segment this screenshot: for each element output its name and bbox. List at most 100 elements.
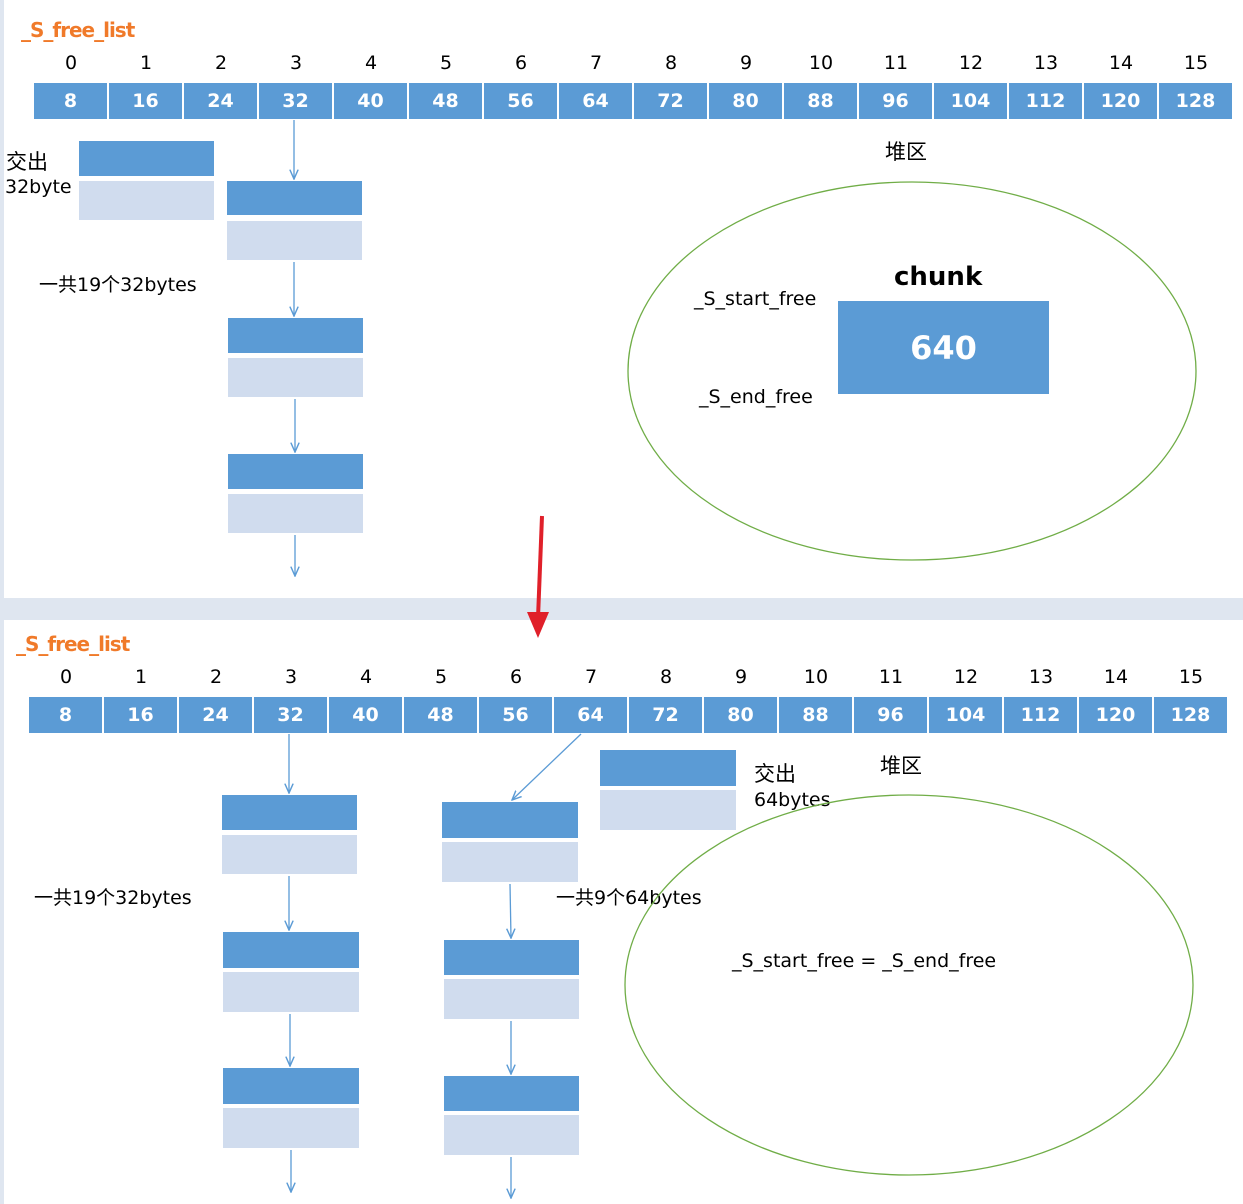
index-label: 1 <box>134 666 148 688</box>
handout-block-head <box>600 750 736 786</box>
list-block-body <box>223 1108 359 1148</box>
list-block-body <box>442 842 578 882</box>
list-block-head <box>442 802 578 838</box>
handout-block-head <box>79 141 214 176</box>
index-label: 8 <box>659 666 673 688</box>
size-class-cell: 88 <box>784 83 859 119</box>
end-free-label: _S_end_free <box>699 386 813 408</box>
index-label: 5 <box>439 52 453 74</box>
index-label: 11 <box>878 666 904 688</box>
index-label: 8 <box>664 52 678 74</box>
list-block-body <box>227 221 362 260</box>
size-class-cell: 8 <box>34 83 109 119</box>
index-label: 12 <box>958 52 984 74</box>
index-label: 9 <box>739 52 753 74</box>
size-class-cell: 128 <box>1154 697 1227 733</box>
size-class-cell: 112 <box>1004 697 1079 733</box>
index-label: 10 <box>803 666 829 688</box>
total-32-label: 一共19个32bytes <box>34 887 192 909</box>
handout-size-label: 32byte <box>5 176 72 198</box>
handout-label: 交出 <box>6 150 48 174</box>
size-class-bar: 8 16 24 32 40 48 56 64 72 80 88 96 104 112 120 128 <box>29 697 1227 733</box>
size-class-cell: 40 <box>329 697 404 733</box>
index-label: 11 <box>883 52 909 74</box>
list-block-body <box>222 835 357 874</box>
index-label: 6 <box>514 52 528 74</box>
list-block-head <box>227 181 362 215</box>
list-block-body <box>228 358 363 397</box>
list-block-body <box>444 979 579 1019</box>
heap-label: 堆区 <box>885 140 927 164</box>
index-label: 10 <box>808 52 834 74</box>
size-class-cell: 80 <box>709 83 784 119</box>
index-label: 15 <box>1178 666 1204 688</box>
size-class-cell: 48 <box>404 697 479 733</box>
index-label: 14 <box>1103 666 1129 688</box>
index-label: 13 <box>1033 52 1059 74</box>
bottom-panel: _S_free_list 0 1 2 3 4 5 6 7 8 9 10 11 12 13 14 15 8 16 2… <box>4 620 1243 1204</box>
list-block-body <box>228 494 363 533</box>
list-block-head <box>228 318 363 353</box>
index-label: 5 <box>434 666 448 688</box>
heap-label: 堆区 <box>880 754 922 778</box>
list-block-head <box>223 1068 359 1104</box>
index-label: 4 <box>364 52 378 74</box>
link-arrow <box>512 733 582 800</box>
index-label: 15 <box>1183 52 1209 74</box>
top-diagram-shapes <box>79 120 1197 598</box>
index-label: 0 <box>59 666 73 688</box>
list-block-head <box>444 1076 579 1111</box>
size-class-cell: 64 <box>554 697 629 733</box>
index-label: 3 <box>284 666 298 688</box>
list-block-head <box>444 940 579 975</box>
size-class-cell: 16 <box>104 697 179 733</box>
index-label: 6 <box>509 666 523 688</box>
list-block-body <box>223 972 359 1012</box>
size-class-cell: 24 <box>179 697 254 733</box>
link-arrow <box>510 883 511 938</box>
list-block-head <box>223 932 359 968</box>
size-class-bar: 8 16 24 32 40 48 56 64 72 80 88 96 104 112 120 128 <box>34 83 1232 119</box>
bottom-diagram-shapes <box>222 733 1194 1204</box>
list-block-head <box>222 795 357 830</box>
size-class-cell: 56 <box>484 83 559 119</box>
chunk-block: 640 <box>838 301 1049 394</box>
size-class-cell: 40 <box>334 83 409 119</box>
size-class-cell: 48 <box>409 83 484 119</box>
index-label: 2 <box>209 666 223 688</box>
size-class-cell: 104 <box>934 83 1009 119</box>
free-list-title: _S_free_list <box>21 18 135 42</box>
size-class-cell: 16 <box>109 83 184 119</box>
total-64-label: 一共9个64bytes <box>556 887 702 909</box>
index-label: 4 <box>359 666 373 688</box>
index-label: 2 <box>214 52 228 74</box>
index-label: 13 <box>1028 666 1054 688</box>
handout-size-label: 64bytes <box>754 789 831 811</box>
size-class-cell: 88 <box>779 697 854 733</box>
start-equals-end-label: _S_start_free = _S_end_free <box>732 950 997 972</box>
total-blocks-label: 一共19个32bytes <box>39 274 197 296</box>
index-label: 1 <box>139 52 153 74</box>
handout-block-body <box>600 790 736 830</box>
index-label: 14 <box>1108 52 1134 74</box>
heap-ellipse <box>624 794 1194 1176</box>
index-label: 3 <box>289 52 303 74</box>
size-class-cell: 120 <box>1084 83 1159 119</box>
index-label: 7 <box>589 52 603 74</box>
top-panel: _S_free_list 0 1 2 3 4 5 6 7 8 9 10 11 12 13 14 15 8 16 2… <box>4 0 1243 598</box>
index-label: 0 <box>64 52 78 74</box>
start-free-label: _S_start_free <box>694 288 817 310</box>
size-class-cell: 64 <box>559 83 634 119</box>
size-class-cell: 80 <box>704 697 779 733</box>
heap-ellipse <box>627 181 1197 561</box>
list-block-head <box>228 454 363 489</box>
size-class-cell: 24 <box>184 83 259 119</box>
index-label: 7 <box>584 666 598 688</box>
free-list-title: _S_free_list <box>16 632 130 656</box>
chunk-title: chunk <box>894 262 983 292</box>
index-label: 9 <box>734 666 748 688</box>
size-class-cell: 96 <box>854 697 929 733</box>
handout-block-body <box>79 181 214 220</box>
size-class-cell: 112 <box>1009 83 1084 119</box>
size-class-cell: 8 <box>29 697 104 733</box>
